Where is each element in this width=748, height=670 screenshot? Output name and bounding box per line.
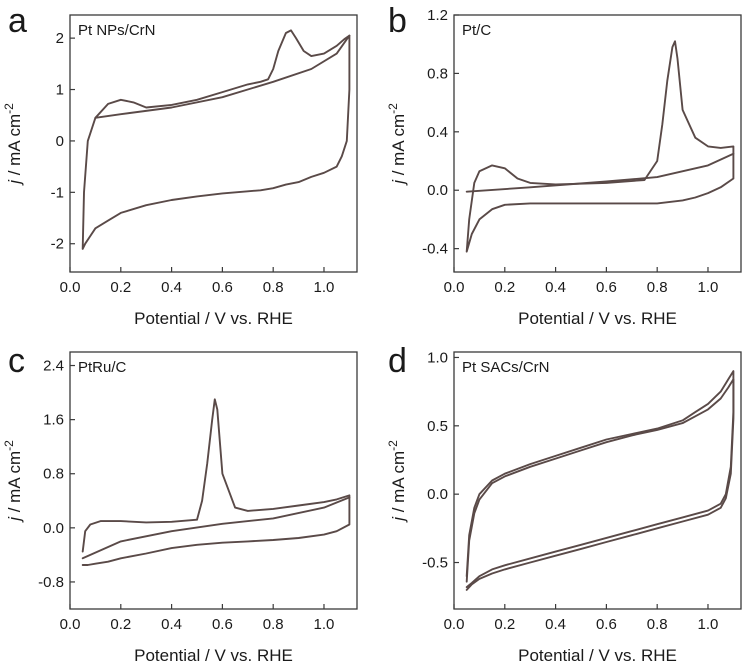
panel-letter: a bbox=[8, 2, 27, 40]
y-tick-label: 2 bbox=[56, 30, 64, 47]
x-tick-label: 0.2 bbox=[494, 279, 515, 296]
y-tick-label: 1.6 bbox=[43, 412, 64, 429]
y-axis-title-symbol: j bbox=[5, 179, 24, 186]
series-line-baseline bbox=[94, 34, 351, 119]
y-tick-label: -1 bbox=[51, 184, 64, 201]
y-axis-title-units: / mA cm bbox=[5, 451, 24, 517]
y-axis-title-symbol: j bbox=[389, 516, 408, 523]
x-tick-label: 1.0 bbox=[314, 279, 335, 296]
y-axis-title-exponent: -2 bbox=[386, 103, 400, 114]
x-tick-label: 0.2 bbox=[110, 279, 131, 296]
x-tick-label: 0.0 bbox=[444, 616, 465, 633]
y-tick-label: 0.5 bbox=[427, 418, 448, 435]
y-axis-title-symbol: j bbox=[5, 516, 24, 523]
panel-annotation: Pt NPs/CrN bbox=[78, 22, 156, 39]
panel-letter: c bbox=[8, 342, 25, 380]
y-tick-label: -0.5 bbox=[422, 555, 448, 572]
x-axis-title: Potential / V vs. RHE bbox=[518, 646, 677, 665]
y-tick-label: 1.0 bbox=[427, 349, 448, 366]
y-tick-label: 0 bbox=[56, 133, 64, 150]
panel-b: b 0.0 0.2 0.4 0.6 0.8 1.0 -0.4 0.0 0.4 0.8 1.2 Poten… bbox=[386, 2, 742, 328]
panel-annotation: PtRu/C bbox=[78, 359, 127, 376]
y-axis-title-units: / mA cm bbox=[389, 114, 408, 180]
plot-frame bbox=[453, 14, 742, 273]
x-axis-title: Potential / V vs. RHE bbox=[134, 646, 293, 665]
y-tick-label: 2.4 bbox=[43, 358, 64, 375]
y-axis-title-exponent: -2 bbox=[386, 440, 400, 451]
series-line-baseline bbox=[465, 152, 735, 193]
y-tick-label: 0.8 bbox=[427, 65, 448, 82]
y-axis-title-units: / mA cm bbox=[5, 114, 24, 180]
x-tick-label: 0.6 bbox=[212, 279, 233, 296]
x-tick-label: 0.4 bbox=[545, 279, 566, 296]
y-tick-label: 0.0 bbox=[427, 486, 448, 503]
series-line-cycle-2 bbox=[465, 378, 735, 591]
x-tick-label: 0.0 bbox=[60, 279, 81, 296]
panel-c: c 0.0 0.2 0.4 0.6 0.8 1.0 -0.8 0.0 0.8 1.6 2.4 Poten… bbox=[2, 342, 358, 665]
x-tick-label: 0.8 bbox=[647, 279, 668, 296]
y-axis-title-symbol: j bbox=[389, 179, 408, 186]
y-tick-label: 0.0 bbox=[43, 520, 64, 537]
y-axis-title: j / mA cm-2 bbox=[2, 103, 24, 186]
y-tick-label: 1.2 bbox=[427, 7, 448, 24]
x-tick-label: 0.6 bbox=[596, 616, 617, 633]
y-tick-label: -0.4 bbox=[422, 241, 448, 258]
y-tick-label: -2 bbox=[51, 236, 64, 253]
x-axis-title: Potential / V vs. RHE bbox=[134, 309, 293, 328]
panel-letter: d bbox=[388, 342, 407, 380]
y-axis-title: j / mA cm-2 bbox=[2, 440, 24, 523]
y-axis-title: j / mA cm-2 bbox=[386, 103, 408, 186]
series-line-cv bbox=[81, 398, 351, 566]
x-tick-label: 0.6 bbox=[596, 279, 617, 296]
panel-annotation: Pt/C bbox=[462, 22, 491, 39]
y-tick-label: 0.8 bbox=[43, 466, 64, 483]
y-tick-label: 1 bbox=[56, 82, 64, 99]
panel-letter: b bbox=[388, 2, 407, 40]
series-line-cv bbox=[465, 370, 735, 589]
plot-frame bbox=[69, 14, 358, 273]
y-axis-title-exponent: -2 bbox=[2, 103, 16, 114]
x-tick-label: 0.4 bbox=[161, 616, 182, 633]
x-tick-label: 0.6 bbox=[212, 616, 233, 633]
x-tick-label: 0.8 bbox=[263, 279, 284, 296]
x-tick-label: 0.4 bbox=[161, 279, 182, 296]
y-tick-label: -0.8 bbox=[38, 574, 64, 591]
y-axis-title-units: / mA cm bbox=[389, 451, 408, 517]
y-tick-label: 0.4 bbox=[427, 124, 448, 141]
y-tick-label: 0.0 bbox=[427, 182, 448, 199]
y-axis-title: j / mA cm-2 bbox=[386, 440, 408, 523]
x-axis-title: Potential / V vs. RHE bbox=[518, 309, 677, 328]
plot-frame bbox=[453, 351, 742, 610]
x-tick-label: 0.2 bbox=[110, 616, 131, 633]
plot-frame bbox=[69, 351, 358, 610]
x-tick-label: 0.4 bbox=[545, 616, 566, 633]
panel-d: d 0.0 0.2 0.4 0.6 0.8 1.0 -0.5 0.0 0.5 1.0 Potentia… bbox=[386, 342, 742, 665]
x-tick-label: 0.8 bbox=[647, 616, 668, 633]
x-tick-label: 0.8 bbox=[263, 616, 284, 633]
x-tick-label: 1.0 bbox=[698, 616, 719, 633]
series-line-cv bbox=[465, 40, 735, 253]
x-tick-label: 0.0 bbox=[60, 616, 81, 633]
panel-annotation: Pt SACs/CrN bbox=[462, 359, 550, 376]
series-line-cv bbox=[81, 29, 351, 250]
x-tick-label: 1.0 bbox=[314, 616, 335, 633]
x-tick-label: 1.0 bbox=[698, 279, 719, 296]
panel-a: a 0.0 0.2 0.4 0.6 0.8 1.0 -2 -1 0 1 2 Potential / V … bbox=[2, 2, 358, 328]
series-line-baseline bbox=[81, 496, 351, 560]
x-tick-label: 0.2 bbox=[494, 616, 515, 633]
x-tick-label: 0.0 bbox=[444, 279, 465, 296]
y-axis-title-exponent: -2 bbox=[2, 440, 16, 451]
